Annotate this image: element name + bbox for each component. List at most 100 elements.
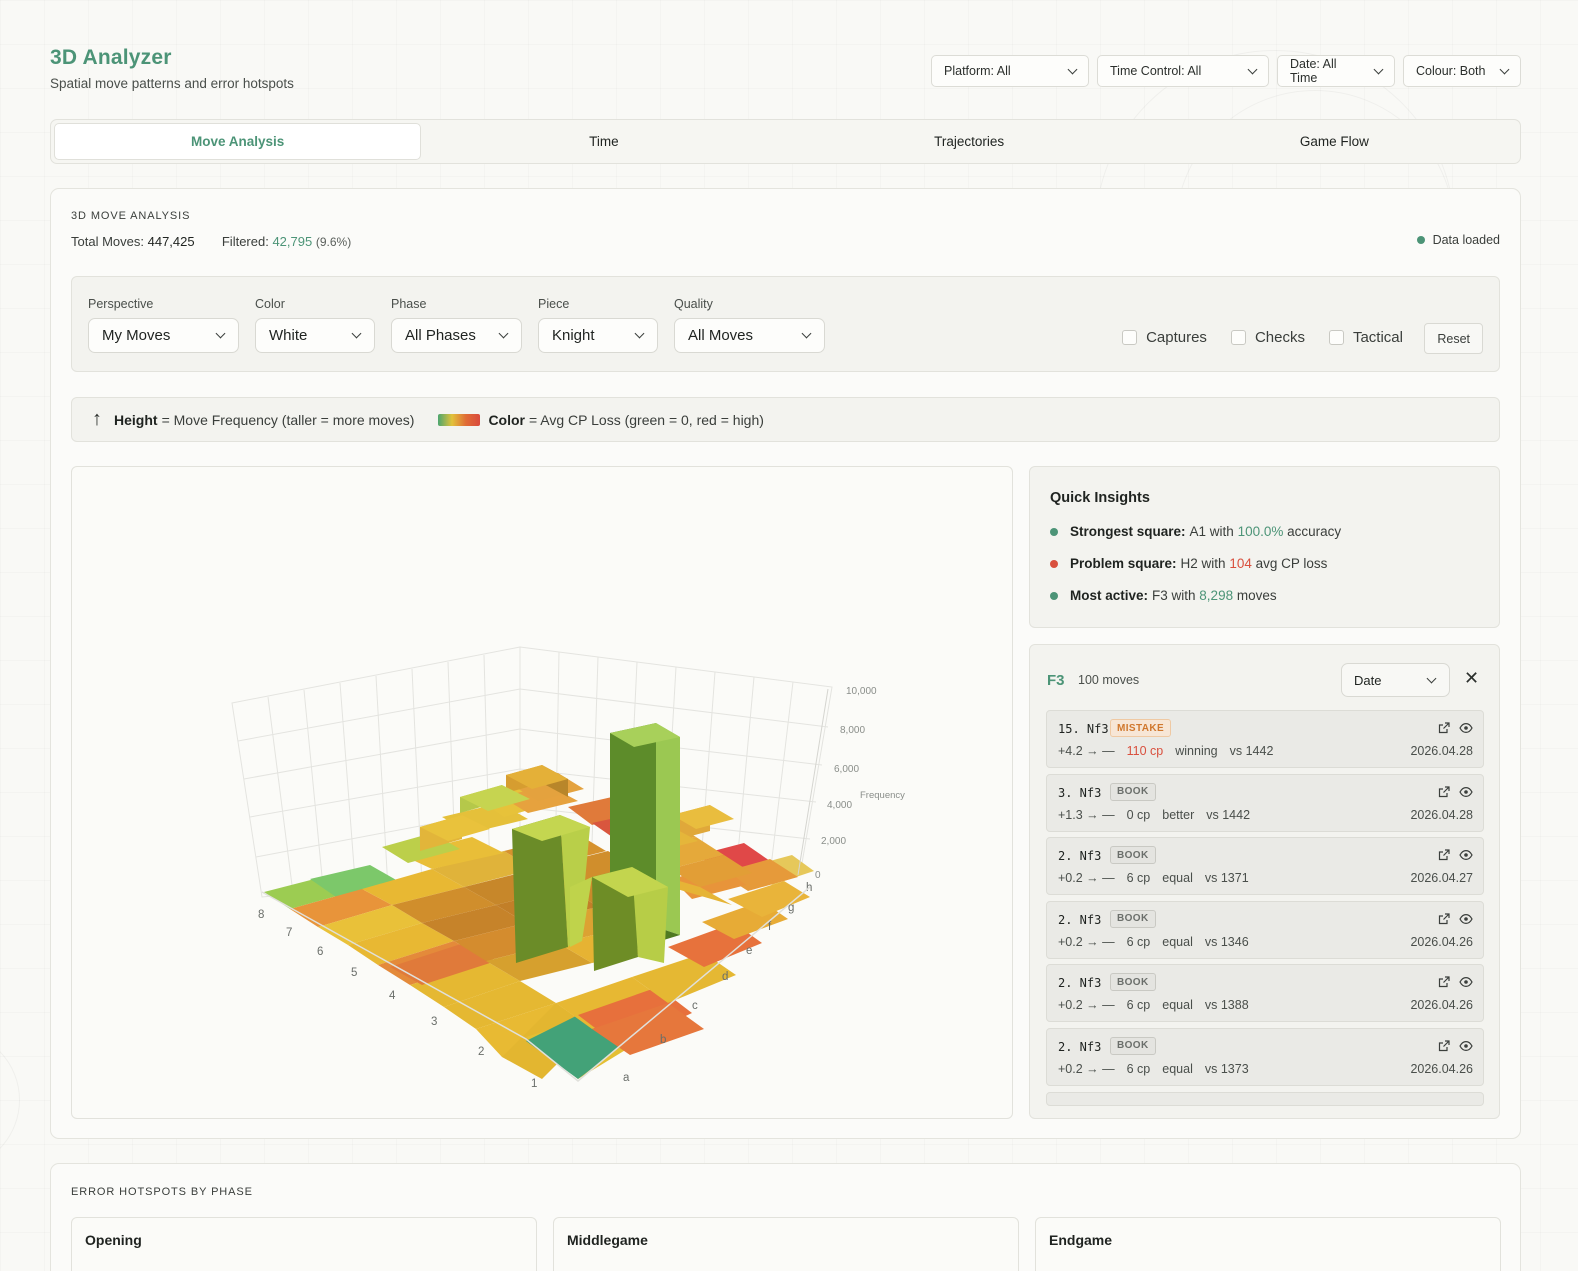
phase-select[interactable]: All Phases (391, 318, 522, 353)
move-actions (1438, 1039, 1473, 1057)
quality-select[interactable]: All Moves (674, 318, 825, 353)
chevron-down-icon (1499, 64, 1510, 74)
checks-checkbox[interactable]: Checks (1230, 329, 1305, 346)
move-date: 2026.04.27 (1410, 871, 1473, 886)
move-notation: 2. Nf3 (1058, 912, 1102, 927)
tile-b6 (392, 887, 496, 923)
tile-a6 (318, 905, 422, 945)
external-link-icon[interactable] (1438, 1039, 1450, 1057)
insight-label: Strongest square: (1070, 524, 1186, 539)
chevron-down-icon (801, 328, 812, 339)
move-eval: +4.2 → — (1058, 744, 1115, 758)
quality-control: Quality All Moves (674, 297, 825, 353)
selected-square: F3 (1047, 672, 1065, 689)
checkbox-box[interactable] (1328, 330, 1344, 345)
checkbox-box[interactable] (1122, 330, 1138, 345)
height-legend-desc: = Move Frequency (taller = more moves) (161, 411, 415, 428)
tab-trajectories[interactable]: Trajectories (934, 134, 1005, 149)
move-list-item-partial[interactable] (1046, 1091, 1484, 1106)
status-text: Data loaded (1432, 233, 1500, 247)
move-list-item[interactable]: 2. Nf3 BOOK +0.2 → — 6 cp equal vs 1373 2026.0… (1046, 1027, 1484, 1086)
piece-select[interactable]: Knight (538, 318, 658, 353)
bar-c3-side (560, 815, 590, 947)
phase-control: Phase All Phases (391, 297, 522, 353)
move-quality-badge: BOOK (1110, 782, 1156, 801)
file-label-f: f (768, 921, 772, 933)
tab-time[interactable]: Time (589, 134, 619, 149)
tile-d1 (592, 1003, 704, 1055)
move-eval: +0.2 → — (1058, 998, 1115, 1013)
insight-most-active: Most active: F3 with 8,298 moves (1050, 588, 1277, 603)
date-filter-label: Date: All Time (1290, 57, 1337, 85)
checks-label: Checks (1254, 329, 1305, 346)
tab-game-flow[interactable]: Game Flow (1299, 134, 1369, 149)
eye-icon[interactable] (1459, 912, 1473, 930)
color-label: Color (255, 297, 285, 311)
platform-filter[interactable]: Platform: All (931, 55, 1089, 87)
insight-text: avg CP loss (1251, 556, 1328, 571)
insight-value: 104 (1229, 556, 1252, 571)
move-opponent: vs 1373 (1204, 1061, 1249, 1076)
tab-move-analysis[interactable]: Move Analysis (54, 123, 422, 160)
move-list-item[interactable]: 3. Nf3 BOOK +1.3 → — 0 cp better vs 1442 2026.… (1046, 773, 1484, 832)
move-notation: 15. Nf3 (1058, 722, 1109, 736)
quick-insights-title: Quick Insights (1050, 490, 1150, 506)
eye-icon[interactable] (1459, 848, 1473, 866)
tactical-label: Tactical (1352, 329, 1403, 346)
date-filter[interactable]: Date: All Time (1277, 55, 1395, 87)
insight-strongest-square: Strongest square: A1 with 100.0% accurac… (1050, 524, 1341, 539)
perspective-select[interactable]: My Moves (88, 318, 239, 353)
external-link-icon[interactable] (1438, 721, 1450, 739)
colour-filter[interactable]: Colour: Both (1403, 55, 1521, 87)
external-link-icon[interactable] (1438, 785, 1450, 803)
captures-checkbox[interactable]: Captures (1122, 329, 1207, 346)
quality-label: Quality (674, 297, 713, 311)
checkbox-box[interactable] (1230, 330, 1246, 345)
file-label-b: b (660, 1034, 666, 1046)
eye-icon[interactable] (1459, 975, 1473, 993)
external-link-icon[interactable] (1438, 848, 1450, 866)
move-eval: +1.3 → — (1058, 807, 1115, 822)
captures-label: Captures (1146, 329, 1207, 346)
move-list-item[interactable]: 2. Nf3 BOOK +0.2 → — 6 cp equal vs 1346 2026.0… (1046, 900, 1484, 959)
global-filters: Platform: All Time Control: All Date: Al… (931, 55, 1521, 87)
move-list-item[interactable]: 2. Nf3 BOOK +0.2 → — 6 cp equal vs 1388 2026.0… (1046, 964, 1484, 1023)
insight-text: H2 with (1180, 556, 1230, 571)
file-label-a: a (623, 1072, 630, 1084)
z-tick-4000: 4,000 (827, 800, 852, 811)
sort-select[interactable]: Date (1341, 663, 1450, 697)
chevron-down-icon (215, 328, 226, 339)
move-stats: Total Moves: 447,425 Filtered: 42,795 (9… (71, 234, 351, 249)
z-axis-line (797, 688, 829, 876)
status-dot-icon (1416, 236, 1425, 244)
external-link-icon[interactable] (1438, 912, 1450, 930)
quick-insights-panel: Quick Insights Strongest square: A1 with… (1029, 466, 1500, 628)
bar-g7-top (506, 765, 568, 789)
3d-bar-chart[interactable]: 10,000 8,000 6,000 4,000 2,000 0 Frequen… (72, 467, 1013, 1119)
color-value: White (269, 327, 308, 344)
move-eval: +0.2 → — (1058, 934, 1115, 949)
chevron-down-icon (634, 328, 645, 339)
tactical-checkbox[interactable]: Tactical (1328, 329, 1403, 346)
eye-icon[interactable] (1459, 721, 1473, 739)
move-list-item[interactable]: 15. Nf3 MISTAKE +4.2 → — 110 cp winning vs 14… (1046, 710, 1484, 768)
close-icon[interactable]: ✕ (1464, 668, 1480, 688)
move-verdict: equal (1162, 998, 1193, 1013)
reset-button[interactable]: Reset (1424, 323, 1483, 354)
time-control-filter[interactable]: Time Control: All (1097, 55, 1269, 87)
color-select[interactable]: White (255, 318, 375, 353)
move-actions (1438, 785, 1473, 803)
phase-middlegame: Middlegame (553, 1217, 1019, 1271)
3d-chart-panel[interactable]: 10,000 8,000 6,000 4,000 2,000 0 Frequen… (71, 466, 1013, 1119)
external-link-icon[interactable] (1438, 975, 1450, 993)
eye-icon[interactable] (1459, 785, 1473, 803)
move-actions (1438, 975, 1473, 993)
board-edge (261, 886, 811, 1082)
bar-d2-top (592, 867, 668, 897)
move-date: 2026.04.28 (1410, 744, 1473, 758)
eye-icon[interactable] (1459, 1039, 1473, 1057)
insight-label: Problem square: (1070, 556, 1177, 571)
move-list-item[interactable]: 2. Nf3 BOOK +0.2 → — 6 cp equal vs 1371 2026.0… (1046, 837, 1484, 896)
phase-title: Middlegame (567, 1232, 648, 1248)
time-control-filter-label: Time Control: All (1110, 64, 1202, 78)
